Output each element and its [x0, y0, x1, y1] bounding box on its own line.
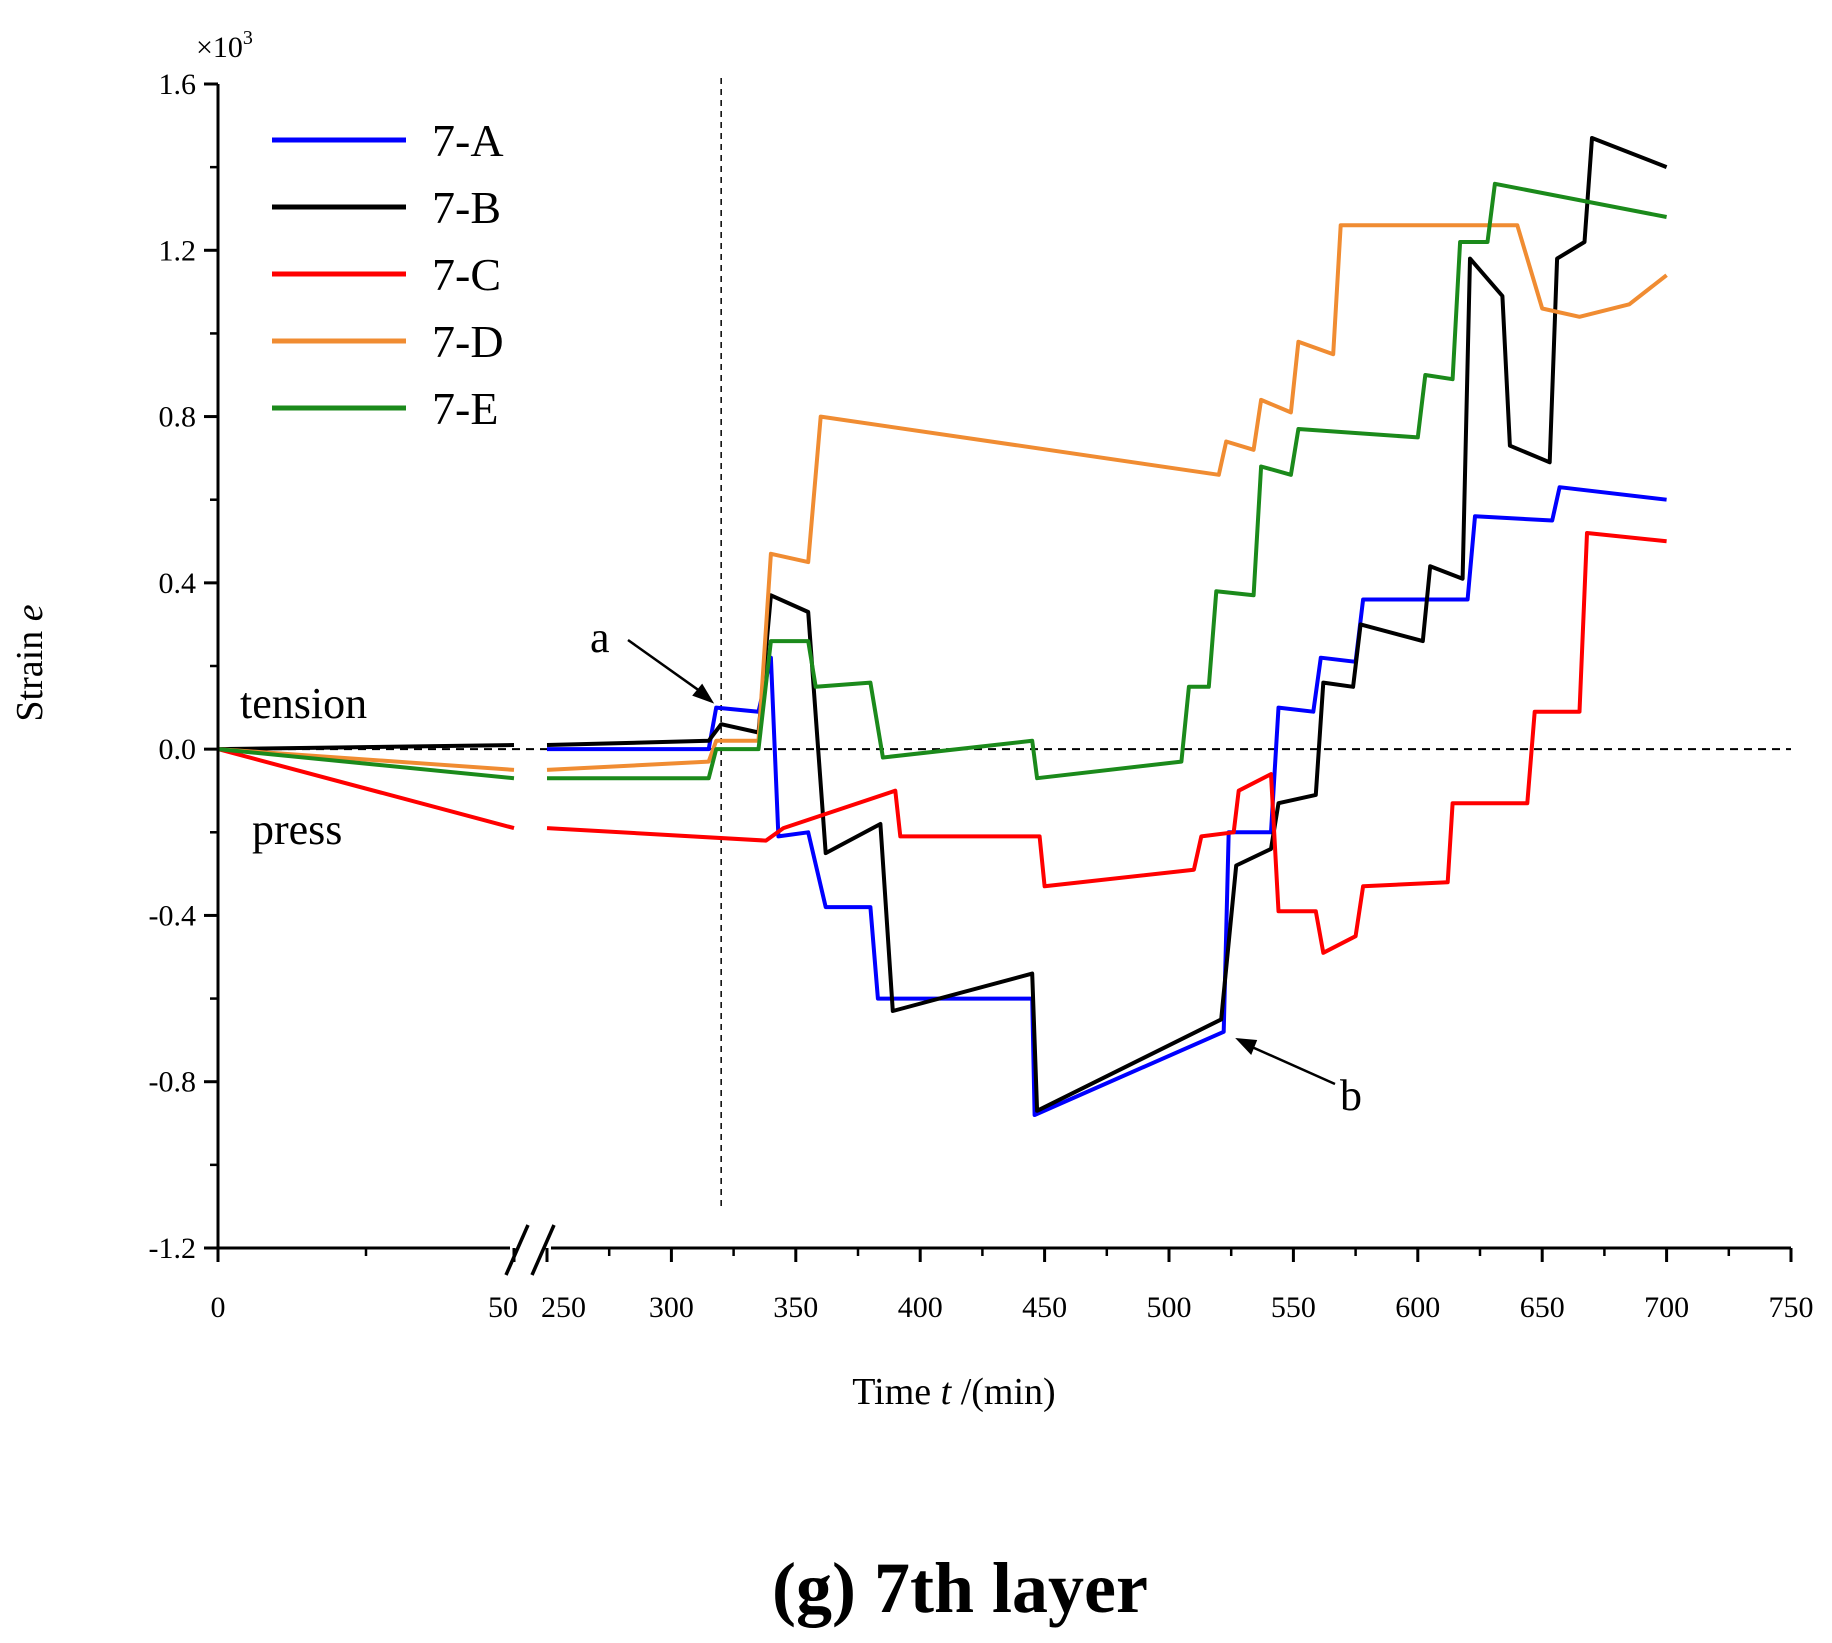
- series-7-E: [217, 181, 1667, 781]
- press-label: press: [252, 805, 342, 854]
- y-tick-label: -0.4: [149, 899, 197, 932]
- series-line-7-B: [546, 136, 1668, 1113]
- series-7-B: [217, 136, 1668, 1113]
- series-line-7-C: [546, 531, 1667, 955]
- x-tick-label: 750: [1769, 1291, 1814, 1324]
- reference-lines: [218, 78, 1791, 1210]
- series-7-C: [217, 531, 1667, 955]
- y-tick-label: 0.4: [159, 567, 197, 600]
- arrow-b-line: [1244, 1042, 1336, 1086]
- x-tick-label: 650: [1520, 1291, 1565, 1324]
- annotations: tension press a b: [240, 613, 1362, 1120]
- series-7-D: [217, 223, 1668, 772]
- x-tick-label: 600: [1395, 1291, 1440, 1324]
- annotation-b: b: [1340, 1071, 1362, 1120]
- series-line-7-B-left: [217, 743, 515, 752]
- x-tick-label: 500: [1147, 1291, 1192, 1324]
- legend-item-7-C: 7-C: [272, 249, 501, 300]
- y-axis-title: Strain e: [9, 604, 51, 721]
- legend-label: 7-E: [432, 383, 498, 434]
- annotation-a: a: [590, 613, 610, 662]
- series-line-7-E: [547, 181, 1667, 781]
- series-7-A: [547, 485, 1667, 1117]
- series-line-7-A: [547, 485, 1667, 1117]
- x-tick-label: 300: [649, 1291, 694, 1324]
- y-tick-label: 1.6: [159, 68, 197, 101]
- legend-label: 7-B: [432, 182, 501, 233]
- arrow-a-head: [692, 683, 715, 704]
- legend-item-7-E: 7-E: [272, 383, 498, 434]
- x-tick-label: 450: [1022, 1291, 1067, 1324]
- series-line-7-E-left: [217, 747, 515, 781]
- legend-item-7-B: 7-B: [272, 182, 501, 233]
- y-tick-label: 0.8: [159, 401, 197, 434]
- x-tick-label: 50: [488, 1291, 518, 1324]
- series-layer: [217, 136, 1668, 1117]
- legend-label: 7-A: [432, 115, 504, 166]
- axis-break-mark: [530, 1224, 556, 1276]
- legend-item-7-A: 7-A: [272, 115, 504, 166]
- arrow-b-head: [1235, 1037, 1258, 1055]
- x-tick-label: 250: [541, 1291, 586, 1324]
- y-tick-label: 1.2: [159, 234, 197, 267]
- axes: -1.2 -0.8 -0.4 0.0 0.4 0.8 1.2 1.6 0 50 250 300 350 4…: [149, 68, 1814, 1324]
- legend-label: 7-D: [432, 316, 504, 367]
- legend-item-7-D: 7-D: [272, 316, 504, 367]
- figure-caption: (g) 7th layer: [772, 1548, 1148, 1628]
- x-tick-label: 400: [898, 1291, 943, 1324]
- x-tick-label: 700: [1644, 1291, 1689, 1324]
- y-tick-label: 0.0: [159, 733, 197, 766]
- x-tick-label: 350: [773, 1291, 818, 1324]
- x-tick-label: 550: [1271, 1291, 1316, 1324]
- axis-break-mark: [504, 1224, 530, 1276]
- tension-label: tension: [240, 679, 367, 728]
- legend-label: 7-C: [432, 249, 501, 300]
- x-axis-title: Time t /(min): [852, 1371, 1055, 1413]
- y-tick-label: -1.2: [149, 1232, 197, 1265]
- series-line-7-C-left: [217, 747, 515, 831]
- arrow-a-line: [627, 638, 707, 697]
- series-line-7-D: [546, 223, 1668, 772]
- x-tick-label: 0: [211, 1291, 226, 1324]
- legend: 7-A 7-B 7-C 7-D 7-E: [272, 115, 504, 434]
- y-multiplier: ×103: [196, 27, 253, 64]
- y-tick-label: -0.8: [149, 1066, 197, 1099]
